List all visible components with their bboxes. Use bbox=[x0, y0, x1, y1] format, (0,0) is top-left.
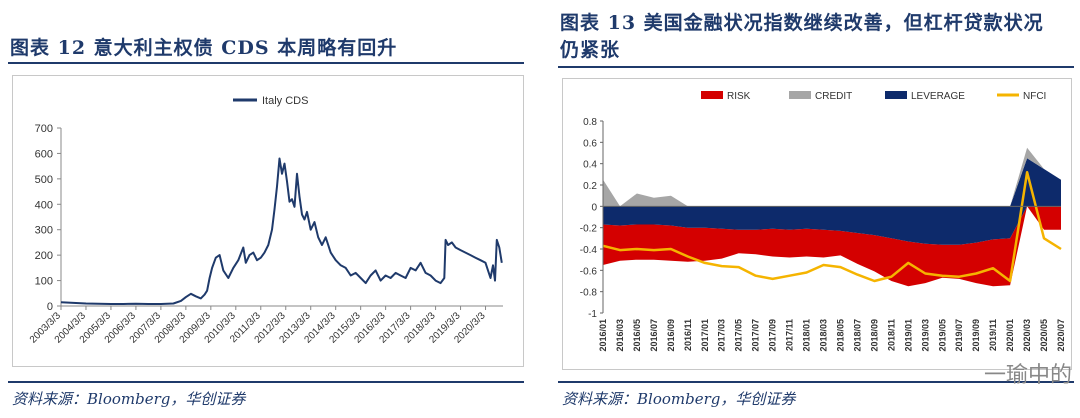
x-tick-label: 2019/09 bbox=[971, 319, 981, 352]
right-title-rule bbox=[558, 66, 1074, 68]
right-source-rule bbox=[558, 381, 1074, 383]
y-tick-label: 700 bbox=[35, 123, 53, 135]
watermark: 一瑜中的 bbox=[983, 363, 1072, 388]
right-chart-title-line1: 图表 13 美国金融状况指数继续改善，但杠杆贷款状况 bbox=[560, 12, 1044, 34]
x-tick-label: 2016/07 bbox=[649, 319, 659, 352]
y-tick-label: 500 bbox=[35, 174, 53, 186]
x-tick-label: 2017/03 bbox=[717, 319, 727, 352]
x-tick-label: 2017/01 bbox=[700, 319, 710, 352]
x-tick-label: 2019/03 bbox=[920, 319, 930, 352]
y-tick-label: -0.6 bbox=[580, 266, 598, 277]
x-tick-label: 2020/07 bbox=[1056, 319, 1066, 352]
y-tick-label: 0 bbox=[591, 202, 597, 213]
legend-label-risk: RISK bbox=[727, 91, 751, 102]
nfci-chart: RISK CREDIT LEVERAGE NFCI -1 -0.8 -0.6 -0.4 -0.2… bbox=[562, 78, 1072, 370]
x-tick-label: 2020/05 bbox=[1039, 319, 1049, 352]
x-tick-label: 2019/01 bbox=[903, 319, 913, 352]
x-tick-label: 2020/01 bbox=[1005, 319, 1015, 352]
y-tick-label: 200 bbox=[35, 250, 53, 262]
x-tick-label: 2018/03 bbox=[819, 319, 829, 352]
x-tick-label: 2019/05 bbox=[937, 319, 947, 352]
x-tick-label: 2017/11 bbox=[785, 319, 795, 351]
y-tick-label: 0.4 bbox=[583, 160, 597, 171]
x-tick-label: 2018/05 bbox=[835, 319, 845, 352]
y-tick-label: -0.8 bbox=[580, 288, 598, 299]
area-risk bbox=[603, 206, 1061, 287]
y-tick-label: 100 bbox=[35, 276, 53, 288]
x-tick-label: 2018/11 bbox=[886, 319, 896, 351]
x-tick-label: 2019/07 bbox=[954, 319, 964, 352]
x-tick-label: 2019/11 bbox=[988, 319, 998, 351]
x-tick-label: 2020/03 bbox=[1022, 319, 1032, 352]
legend-swatch-credit bbox=[789, 91, 811, 99]
x-tick-label: 2017/09 bbox=[768, 319, 778, 352]
area-leverage-positive bbox=[603, 158, 1061, 207]
y-tick-label: -0.2 bbox=[580, 224, 598, 235]
y-tick-label: 400 bbox=[35, 199, 53, 211]
y-tick-label: 0.8 bbox=[583, 117, 597, 128]
y-tick-label: -0.4 bbox=[580, 245, 598, 256]
y-tick-label: 0 bbox=[47, 301, 53, 313]
x-tick-label: 2016/09 bbox=[666, 319, 676, 352]
y-tick-label: 0.2 bbox=[583, 181, 597, 192]
right-source: 资料来源：Bloomberg，华创证券 bbox=[562, 390, 796, 408]
x-tick-label: 2016/05 bbox=[632, 319, 642, 352]
area-credit bbox=[603, 147, 1061, 207]
legend-label-leverage: LEVERAGE bbox=[911, 91, 965, 102]
right-panel: 图表 13 美国金融状况指数继续改善，但杠杆贷款状况 仍紧张 RISK CREDI… bbox=[550, 0, 1080, 418]
left-title-rule bbox=[8, 62, 524, 64]
x-tick-label: 2016/11 bbox=[683, 319, 693, 351]
legend-swatch-risk bbox=[701, 91, 723, 99]
legend-label-nfci: NFCI bbox=[1023, 91, 1046, 102]
x-tick-label: 2018/09 bbox=[869, 319, 879, 352]
y-tick-label: 600 bbox=[35, 148, 53, 160]
x-tick-label: 2018/07 bbox=[852, 319, 862, 352]
left-panel: 图表 12 意大利主权债 CDS 本周略有回升 Italy CDS 0 100 200… bbox=[0, 0, 530, 418]
left-source-rule bbox=[8, 381, 524, 383]
y-tick-label: -1 bbox=[588, 309, 597, 320]
left-source: 资料来源：Bloomberg，华创证券 bbox=[12, 390, 246, 408]
legend-label-italy-cds: Italy CDS bbox=[262, 95, 308, 107]
series-line-italy-cds bbox=[60, 157, 503, 305]
x-tick-label: 2017/05 bbox=[734, 319, 744, 352]
x-tick-label: 2016/01 bbox=[598, 319, 608, 352]
right-chart-title-line2: 仍紧张 bbox=[560, 39, 621, 61]
legend-label-credit: CREDIT bbox=[815, 91, 852, 102]
y-tick-label: 300 bbox=[35, 225, 53, 237]
italy-cds-svg: Italy CDS01002003004005006007002003/3/32… bbox=[28, 95, 503, 346]
nfci-svg: RISK CREDIT LEVERAGE NFCI -1 -0.8 -0.6 -0.4 -0.2… bbox=[580, 91, 1066, 352]
x-tick-label: 2018/01 bbox=[802, 319, 812, 352]
legend-swatch-leverage bbox=[885, 91, 907, 99]
x-tick-label: 2016/03 bbox=[615, 319, 625, 352]
left-chart-title: 图表 12 意大利主权债 CDS 本周略有回升 bbox=[10, 37, 398, 59]
area-leverage-negative bbox=[603, 206, 1061, 245]
italy-cds-chart: Italy CDS 0 100 200 300 400 500 600 700 2003/3/3 2… bbox=[12, 75, 524, 367]
x-tick-label: 2017/07 bbox=[751, 319, 761, 352]
series-line-nfci bbox=[602, 170, 1062, 283]
y-tick-label: 0.6 bbox=[583, 138, 597, 149]
